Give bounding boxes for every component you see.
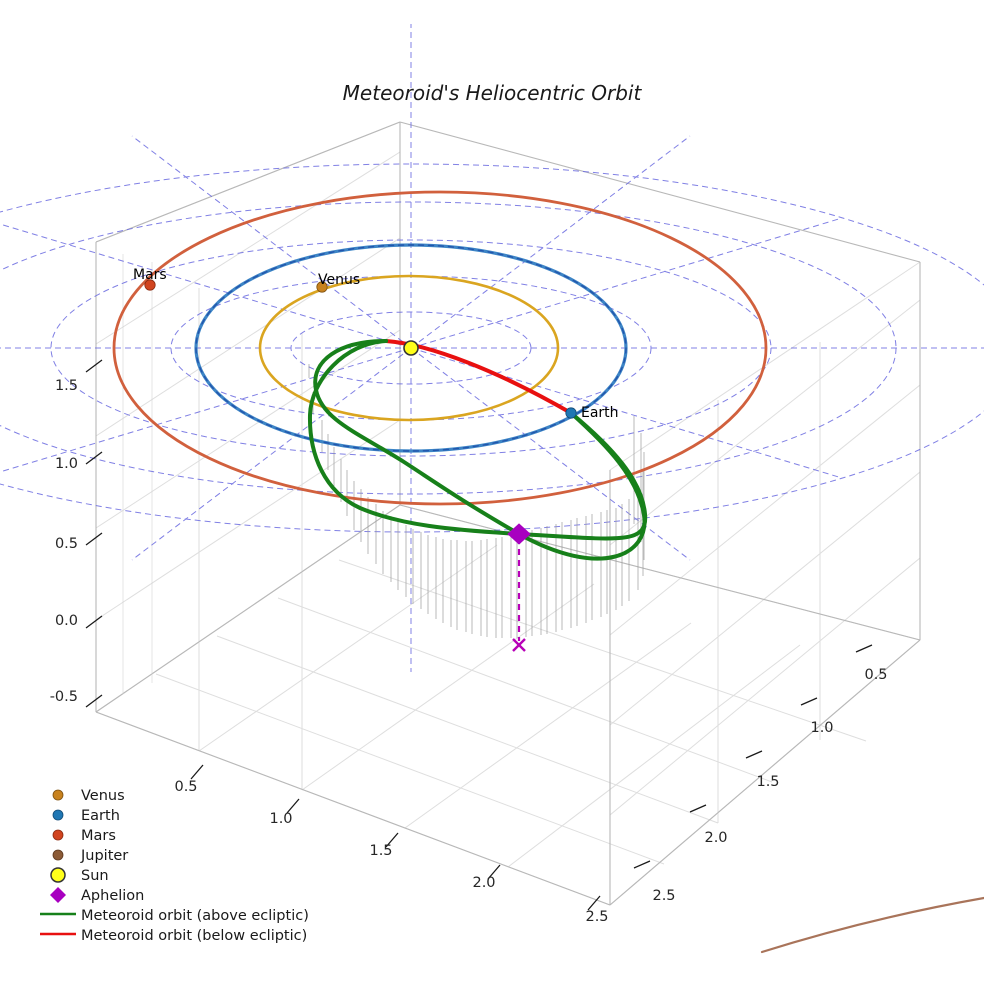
- orbit-stem-lines: [308, 364, 645, 638]
- legend-label-meteoroid-above: Meteoroid orbit (above ecliptic): [81, 908, 309, 924]
- jupiter-orbit-path: [760, 896, 984, 954]
- x-tick-label-1: 1.0: [269, 811, 292, 827]
- mars-orbit-path: [112, 190, 768, 506]
- polar-grid: [0, 24, 984, 672]
- legend-label-aphelion: Aphelion: [81, 888, 144, 904]
- x-tick-label-3: 2.0: [472, 875, 495, 891]
- earth-icon: [52, 809, 64, 821]
- floor-grid: [95, 504, 921, 906]
- meteoroid-lower-arc-path: [307, 339, 648, 541]
- venus-label: Venus: [318, 272, 360, 288]
- page-title: Meteoroid's Heliocentric Orbit: [343, 81, 643, 105]
- planet-orbits: [112, 190, 984, 954]
- z-tick-label-3: 0.0: [55, 613, 78, 629]
- x-tick-label-4: 2.5: [585, 909, 608, 925]
- earth-orbit-dashed-overlay: [195, 244, 627, 452]
- mars-marker: [144, 279, 156, 291]
- sun-icon: [50, 867, 66, 883]
- x-axis-ticks: 0.5 1.0 1.5 2.0 2.5: [174, 764, 609, 925]
- aphelion-group: [507, 523, 531, 652]
- legend-label-mars: Mars: [81, 828, 116, 844]
- legend-item-earth[interactable]: Earth: [52, 808, 120, 824]
- legend-item-sun[interactable]: Sun: [50, 867, 109, 884]
- y-tick-label-2: 1.5: [756, 774, 779, 790]
- y-tick-label-0: 0.5: [864, 667, 887, 683]
- legend-label-earth: Earth: [81, 808, 120, 824]
- z-tick-label-1: 1.0: [55, 456, 78, 472]
- x-tick-label-0: 0.5: [174, 779, 197, 795]
- legend-label-sun: Sun: [81, 868, 109, 884]
- axes-panes: [95, 121, 921, 906]
- legend: Venus Earth Mars Jupiter Sun Aphelion Me…: [40, 788, 309, 944]
- meteoroid-lower-arc: [307, 339, 648, 541]
- earth-label: Earth: [581, 405, 619, 421]
- legend-item-aphelion[interactable]: Aphelion: [50, 887, 144, 904]
- venus-marker: [316, 281, 328, 293]
- y-axis-ticks: 0.5 1.0 1.5 2.0 2.5: [633, 644, 888, 904]
- z-tick-label-2: 0.5: [55, 536, 78, 552]
- body-markers: Mars Venus Earth: [133, 267, 619, 421]
- aphelion-icon: [50, 887, 66, 903]
- venus-icon: [52, 789, 64, 801]
- legend-item-venus[interactable]: Venus: [52, 788, 125, 804]
- x-tick-label-2: 1.5: [369, 843, 392, 859]
- venus-orbit-path: [258, 274, 560, 422]
- axes-box-edges: [95, 121, 921, 906]
- legend-item-mars[interactable]: Mars: [52, 828, 116, 844]
- y-tick-label-1: 1.0: [810, 720, 833, 736]
- z-tick-label-4: -0.5: [50, 689, 78, 705]
- z-axis-ticks: 1.5 1.0 0.5 0.0 -0.5: [50, 359, 103, 708]
- jupiter-icon: [52, 849, 64, 861]
- legend-label-jupiter: Jupiter: [80, 848, 128, 864]
- meteoroid-orbit-below-ecliptic: [384, 339, 573, 415]
- legend-item-jupiter[interactable]: Jupiter: [52, 848, 128, 864]
- mars-label: Mars: [133, 267, 167, 283]
- legend-item-meteoroid-below[interactable]: Meteoroid orbit (below ecliptic): [40, 928, 307, 944]
- z-tick-label-0: 1.5: [55, 378, 78, 394]
- y-tick-label-4: 2.5: [652, 888, 675, 904]
- mars-icon: [52, 829, 64, 841]
- inner-vertical-edges: [122, 254, 153, 694]
- earth-marker: [565, 407, 577, 419]
- sun-marker: [403, 340, 419, 356]
- legend-label-venus: Venus: [81, 788, 125, 804]
- aphelion-marker: [507, 523, 531, 545]
- legend-label-meteoroid-below: Meteoroid orbit (below ecliptic): [81, 928, 307, 944]
- legend-item-meteoroid-above[interactable]: Meteoroid orbit (above ecliptic): [40, 908, 309, 924]
- aphelion-projection-marker: [512, 638, 526, 652]
- y-tick-label-3: 2.0: [704, 830, 727, 846]
